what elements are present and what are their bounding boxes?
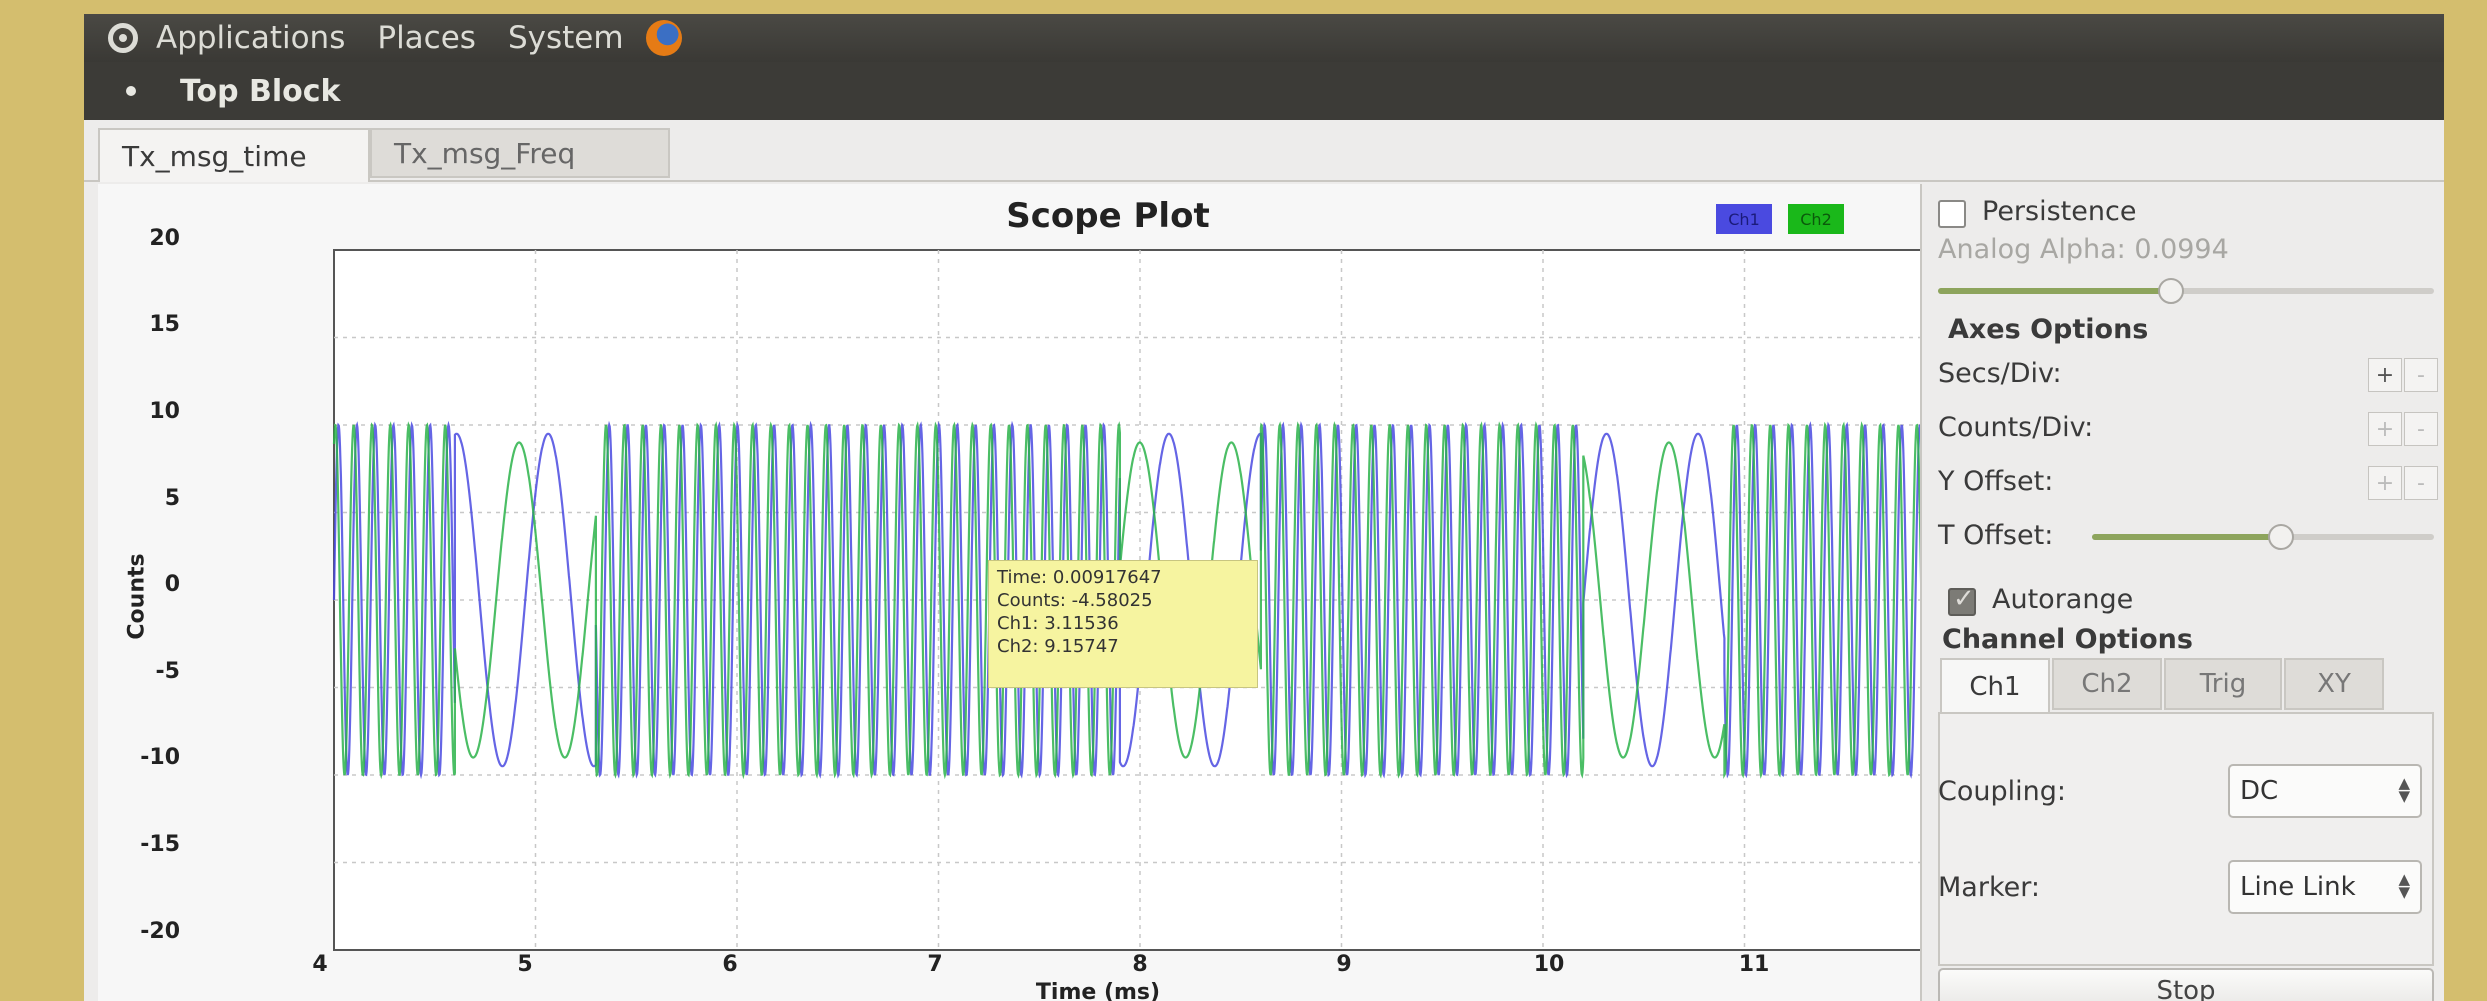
y-tick-label: 20: [149, 226, 180, 251]
counts-div-minus-button[interactable]: -: [2404, 412, 2438, 446]
y-tick-label: 0: [164, 572, 180, 597]
notebook-tab-bar: Tx_msg_time Tx_msg_Freq: [84, 120, 2444, 182]
x-tick-label: 10: [1533, 952, 1565, 977]
tab-tx-msg-time[interactable]: Tx_msg_time: [98, 128, 370, 182]
y-tick-label: 10: [149, 399, 180, 424]
y-tick-label: -10: [140, 745, 180, 770]
marker-select[interactable]: Line Link ▲ ▼: [2228, 860, 2422, 914]
analog-alpha-slider-handle[interactable]: [2158, 278, 2184, 304]
counts-div-plus-button[interactable]: +: [2368, 412, 2402, 446]
axes-options-heading: Axes Options: [1948, 314, 2149, 345]
y-tick-label: 15: [149, 312, 180, 337]
secs-div-minus-button[interactable]: -: [2404, 358, 2438, 392]
tab-ch2[interactable]: Ch2: [2052, 658, 2162, 710]
marker-value: Line Link: [2240, 872, 2356, 902]
channel-tab-content: [1938, 712, 2434, 966]
x-tick-label: 9: [1336, 952, 1352, 977]
y-offset-plus-button[interactable]: +: [2368, 466, 2402, 500]
legend-ch2[interactable]: Ch2: [1788, 204, 1844, 234]
t-offset-label: T Offset:: [1938, 520, 2054, 551]
y-axis-label: Counts: [124, 553, 150, 640]
secs-div-plus-button[interactable]: +: [2368, 358, 2402, 392]
t-offset-slider-fill: [2092, 534, 2278, 540]
coupling-value: DC: [2240, 776, 2279, 806]
window-title: Top Block: [180, 73, 341, 109]
tooltip-time: Time: 0.00917647: [997, 567, 1162, 588]
y-tick-label: -15: [140, 832, 180, 857]
series-line-ch2: [332, 421, 1920, 780]
window-menu-icon[interactable]: [126, 86, 136, 96]
analog-alpha-label: Analog Alpha: 0.0994: [1938, 234, 2229, 265]
gnome-top-panel: Applications Places System: [84, 14, 2444, 62]
window-title-bar[interactable]: Top Block: [84, 62, 2444, 120]
combo-arrows-icon: ▲ ▼: [2398, 774, 2410, 805]
plot-title: Scope Plot: [1006, 196, 1210, 236]
x-tick-label: 6: [722, 952, 738, 977]
tab-ch1[interactable]: Ch1: [1940, 658, 2050, 714]
coupling-label: Coupling:: [1938, 776, 2066, 807]
menu-applications[interactable]: Applications: [156, 20, 346, 56]
x-tick-label: 8: [1132, 952, 1148, 977]
tab-tx-msg-freq[interactable]: Tx_msg_Freq: [370, 128, 670, 178]
combo-arrows-icon: ▲ ▼: [2398, 870, 2410, 901]
counts-div-label: Counts/Div:: [1938, 412, 2094, 443]
autorange-checkbox[interactable]: [1948, 584, 1976, 616]
stop-button[interactable]: Stop: [1938, 968, 2434, 1001]
x-tick-label: 11: [1738, 952, 1770, 977]
persistence-checkbox[interactable]: [1938, 200, 1966, 228]
analog-alpha-slider-track[interactable]: [1938, 288, 2434, 294]
secs-div-label: Secs/Div:: [1938, 358, 2062, 389]
marker-label: Marker:: [1938, 872, 2040, 903]
tab-trig[interactable]: Trig: [2164, 658, 2282, 710]
coupling-select[interactable]: DC ▲ ▼: [2228, 764, 2422, 818]
x-axis-label: Time (ms): [1035, 980, 1161, 1001]
scope-plot-panel: Scope Plot Ch1 Ch2 20 15 10 5 0 -5 -10 -…: [98, 184, 1974, 1001]
legend-ch1[interactable]: Ch1: [1716, 204, 1772, 234]
tab-xy[interactable]: XY: [2284, 658, 2384, 710]
firefox-icon[interactable]: [645, 20, 682, 56]
t-offset-slider-handle[interactable]: [2268, 524, 2294, 550]
tooltip-ch2: Ch2: 9.15747: [997, 636, 1119, 657]
menu-system[interactable]: System: [507, 20, 624, 56]
y-offset-label: Y Offset:: [1938, 466, 2054, 497]
x-tick-label: 5: [517, 952, 533, 977]
plot-tooltip: Time: 0.00917647 Counts: -4.58025 Ch1: 3…: [988, 560, 1258, 688]
ubuntu-logo-icon[interactable]: [108, 23, 138, 53]
tooltip-counts: Counts: -4.58025: [997, 590, 1153, 611]
persistence-label: Persistence: [1982, 196, 2137, 227]
scope-control-panel: Persistence Analog Alpha: 0.0994 Axes Op…: [1922, 184, 2444, 1001]
autorange-label: Autorange: [1992, 584, 2134, 615]
y-tick-label: -20: [140, 919, 180, 944]
x-tick-label: 7: [927, 952, 943, 977]
y-offset-minus-button[interactable]: -: [2404, 466, 2438, 500]
y-tick-label: -5: [155, 659, 180, 684]
x-tick-label: 4: [312, 952, 328, 977]
desktop-window-frame: Applications Places System Top Block Tx_…: [84, 14, 2444, 1001]
analog-alpha-slider-fill: [1938, 288, 2168, 294]
menu-places[interactable]: Places: [377, 20, 476, 56]
channel-options-heading: Channel Options: [1942, 624, 2193, 655]
y-tick-label: 5: [164, 486, 180, 511]
tooltip-ch1: Ch1: 3.11536: [997, 613, 1119, 634]
